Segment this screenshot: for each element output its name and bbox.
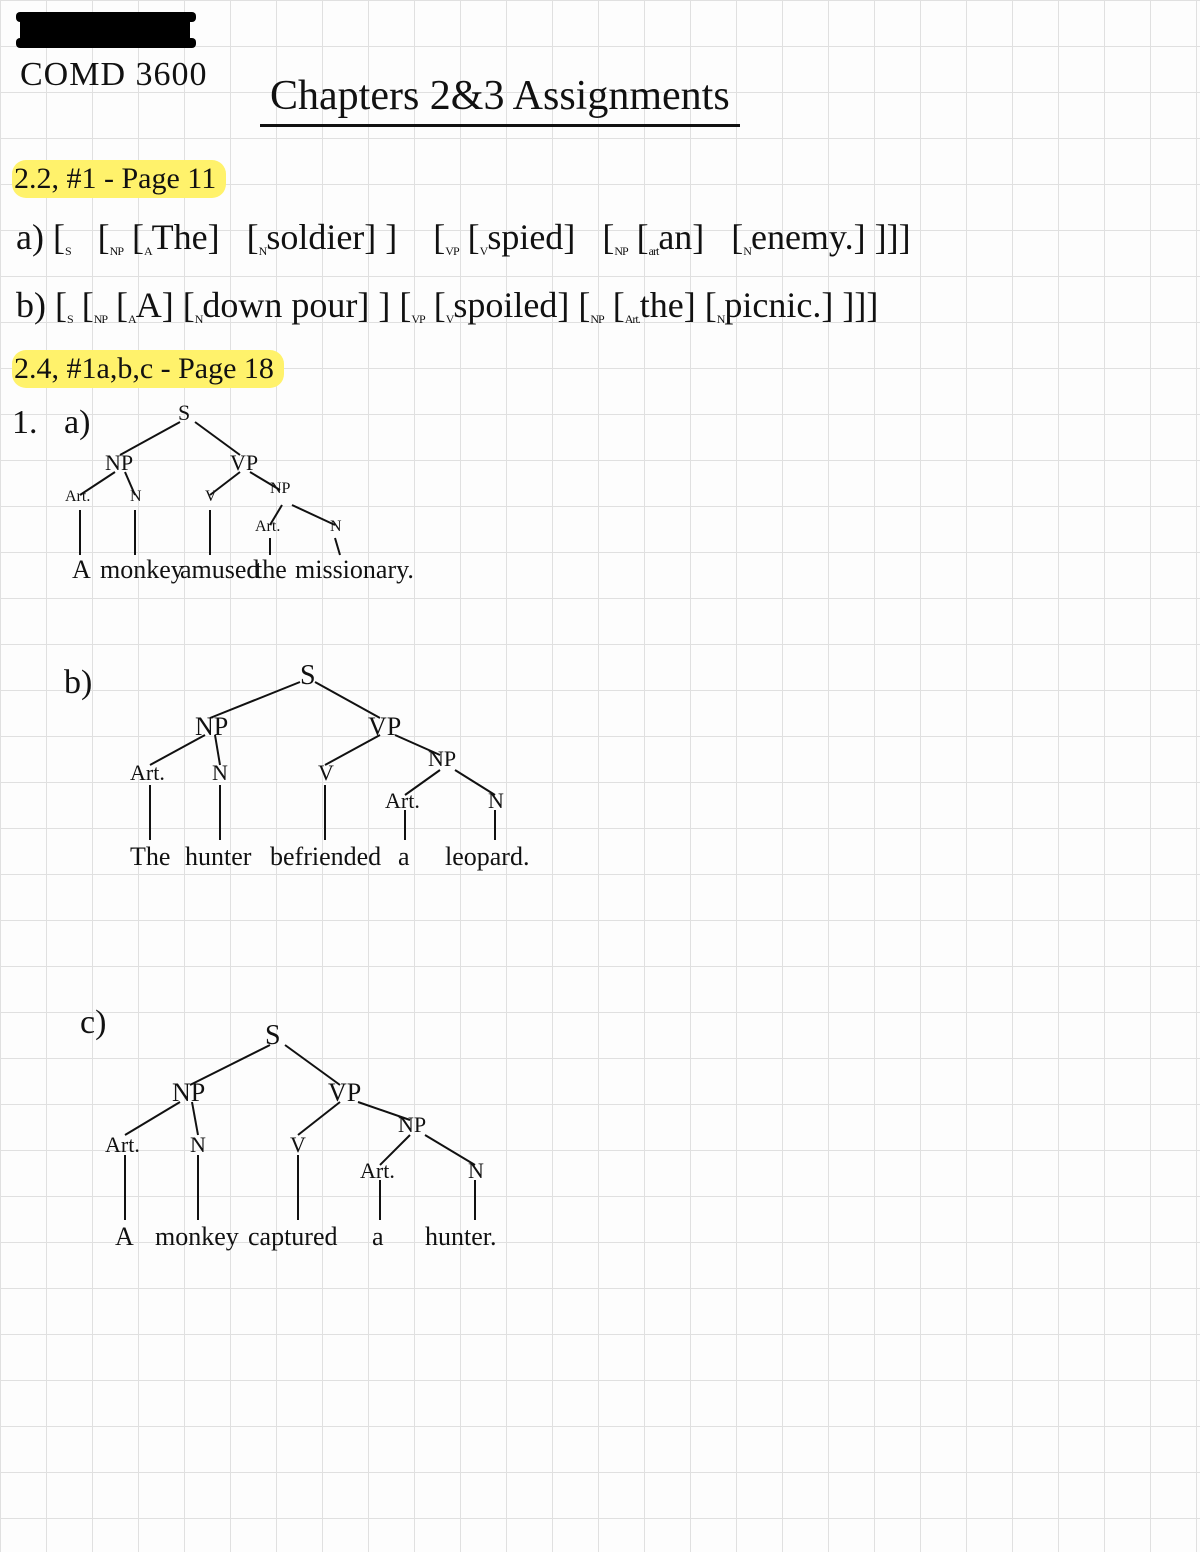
node-n2: N — [488, 788, 504, 814]
node-v: V — [318, 760, 334, 786]
leaf-b4: a — [398, 842, 410, 872]
node-s: S — [265, 1020, 281, 1052]
bracket-row-b: b) [S [NP [AA] [Ndown pour] ] [VP [Vspoi… — [16, 284, 878, 327]
node-np: NP — [195, 712, 228, 742]
leaf-c4: a — [372, 1222, 384, 1252]
node-n1: N — [190, 1132, 206, 1158]
redacted-name — [20, 18, 190, 42]
leaf-b1: The — [130, 842, 170, 872]
node-np: NP — [105, 450, 133, 476]
leaf-b2: hunter — [185, 842, 251, 872]
node-n1: N — [130, 488, 142, 506]
node-v: V — [290, 1132, 306, 1158]
node-s: S — [178, 400, 190, 426]
tree-b-label: b) — [64, 664, 92, 702]
course-code: COMD 3600 — [20, 56, 208, 94]
section-2-2-header: 2.2, #1 - Page 11 — [12, 160, 226, 198]
leaf-b3: befriended — [270, 842, 381, 872]
leaf-a3: amused — [180, 555, 259, 585]
leaf-a2: monkey — [100, 555, 184, 585]
node-art1: Art. — [130, 760, 165, 786]
label-a: a) — [16, 217, 44, 257]
leaf-c3: captured — [248, 1222, 338, 1252]
node-art1: Art. — [65, 488, 90, 506]
node-n2: N — [468, 1158, 484, 1184]
leaf-c5: hunter. — [425, 1222, 497, 1252]
node-art2: Art. — [360, 1158, 395, 1184]
section-2-4-header: 2.4, #1a,b,c - Page 18 — [12, 350, 284, 388]
problem-1-label: 1. — [12, 404, 38, 442]
bracket-row-a: a) [S [NP [AThe] [Nsoldier] ] [VP [Vspie… — [16, 216, 911, 259]
label-b: b) — [16, 285, 46, 325]
node-s: S — [300, 660, 316, 692]
node-v: V — [205, 488, 217, 506]
node-np2: NP — [398, 1112, 426, 1138]
node-art2: Art. — [255, 518, 280, 536]
leaf-a4: the — [255, 555, 287, 585]
leaf-b5: leopard. — [445, 842, 529, 872]
node-vp: VP — [230, 450, 258, 476]
leaf-a1: A — [72, 555, 91, 585]
leaf-c1: A — [115, 1222, 134, 1252]
node-np2: NP — [270, 480, 290, 498]
node-np: NP — [172, 1078, 205, 1108]
page-title: Chapters 2&3 Assignments — [260, 72, 740, 127]
node-np2: NP — [428, 746, 456, 772]
leaf-a5: missionary. — [295, 555, 414, 585]
node-n2: N — [330, 518, 342, 536]
node-vp: VP — [368, 712, 401, 742]
node-n1: N — [212, 760, 228, 786]
syntax-tree-b: S NP VP Art. N V NP Art. N The hunter be… — [100, 660, 580, 890]
leaf-c2: monkey — [155, 1222, 239, 1252]
node-art1: Art. — [105, 1132, 140, 1158]
node-vp: VP — [328, 1078, 361, 1108]
syntax-tree-a: S NP VP Art. N V NP Art. N A monkey amus… — [60, 400, 440, 600]
node-art2: Art. — [385, 788, 420, 814]
syntax-tree-c: S NP VP Art. N V NP Art. N A monkey capt… — [80, 1020, 560, 1270]
